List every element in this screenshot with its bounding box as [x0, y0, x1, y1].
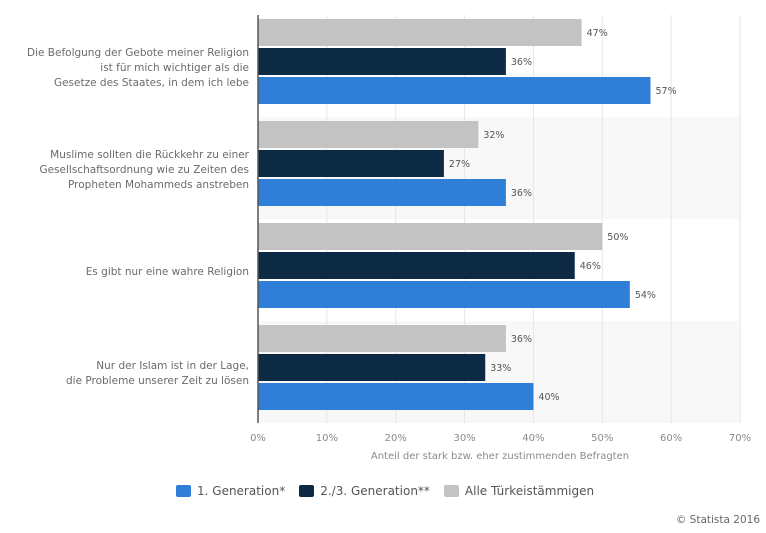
bar[interactable] — [258, 383, 534, 410]
x-tick-label: 30% — [453, 433, 475, 444]
x-tick-labels: 0% 10% 20% 30% 40% 50% 60% 70% — [250, 433, 751, 444]
bar-value-label: 36% — [511, 334, 532, 345]
category-label-line: ist für mich wichtiger als die — [100, 61, 249, 74]
category-label-line: Es gibt nur eine wahre Religion — [85, 265, 249, 278]
bar[interactable] — [258, 354, 486, 381]
bar[interactable] — [258, 48, 506, 75]
legend: 1. Generation* 2./3. Generation** Alle T… — [176, 484, 608, 498]
bar-chart: 47% 36% 57% 32% 27% 36% 50% 46% 54% 36% 33% 40% 0% 1… — [250, 15, 751, 462]
category-label-line: Die Befolgung der Gebote meiner Religion — [26, 46, 249, 59]
bar-value-label: 50% — [607, 232, 628, 243]
category-label: Muslime sollten die Rückkehr zu einer Ges… — [0, 148, 249, 193]
bar[interactable] — [258, 325, 506, 352]
legend-item-gen23[interactable]: 2./3. Generation** — [299, 484, 430, 498]
x-tick-label: 40% — [522, 433, 544, 444]
category-label-line: Propheten Mohammeds anstreben — [68, 178, 249, 191]
bar-value-label: 33% — [490, 363, 511, 374]
bar[interactable] — [258, 121, 479, 148]
category-label-line: Gesellschaftsordnung wie zu Zeiten des — [39, 163, 249, 176]
bar-value-label: 46% — [580, 261, 601, 272]
legend-swatch — [299, 485, 315, 497]
category-label-line: die Probleme unserer Zeit zu lösen — [65, 375, 249, 387]
bar-value-label: 32% — [483, 130, 504, 141]
bar[interactable] — [258, 77, 651, 104]
x-tick-label: 50% — [591, 433, 613, 444]
x-tick-label: 70% — [729, 433, 751, 444]
category-label-line: Gesetze des Staates, in dem ich lebe — [53, 76, 249, 89]
category-label-line: Nur der Islam ist in der Lage, — [96, 360, 249, 372]
legend-label: Alle Türkeistämmigen — [464, 484, 595, 498]
x-tick-label: 60% — [660, 433, 682, 444]
bar-value-label: 54% — [635, 290, 656, 301]
bar[interactable] — [258, 252, 575, 279]
x-tick-label: 0% — [250, 433, 266, 444]
bar-value-label: 57% — [655, 86, 676, 97]
legend-swatch — [443, 485, 459, 497]
legend-label: 1. Generation* — [197, 484, 286, 498]
legend-item-gen1[interactable]: 1. Generation* — [176, 484, 285, 498]
category-label-line: Muslime sollten die Rückkehr zu einer — [50, 148, 249, 161]
bar[interactable] — [258, 179, 506, 206]
bar-value-label: 47% — [587, 28, 608, 39]
category-label: Nur der Islam ist in der Lage, die Proble… — [0, 359, 249, 389]
data-labels: 47% 36% 57% 32% 27% 36% 50% 46% 54% 36% 33% 40% — [449, 28, 677, 403]
bar-value-label: 40% — [538, 392, 559, 403]
bar-value-label: 36% — [511, 188, 532, 199]
x-tick-label: 10% — [316, 433, 338, 444]
category-label: Die Befolgung der Gebote meiner Religion… — [0, 46, 249, 91]
bar-value-label: 27% — [449, 159, 470, 170]
category-label: Es gibt nur eine wahre Religion — [0, 265, 249, 280]
bar-value-label: 36% — [511, 57, 532, 68]
bar[interactable] — [258, 150, 444, 177]
bar[interactable] — [258, 281, 630, 308]
bar[interactable] — [258, 223, 603, 250]
x-axis-title: Anteil der stark bzw. eher zustimmenden … — [371, 451, 629, 462]
legend-swatch — [176, 485, 191, 497]
bars — [258, 19, 651, 410]
bar[interactable] — [258, 19, 582, 46]
x-tick-label: 20% — [385, 433, 407, 444]
legend-label: 2./3. Generation** — [320, 484, 430, 498]
legend-item-all[interactable]: Alle Türkeistämmigen — [443, 484, 595, 498]
statista-credit[interactable]: © Statista 2016 — [675, 514, 760, 526]
